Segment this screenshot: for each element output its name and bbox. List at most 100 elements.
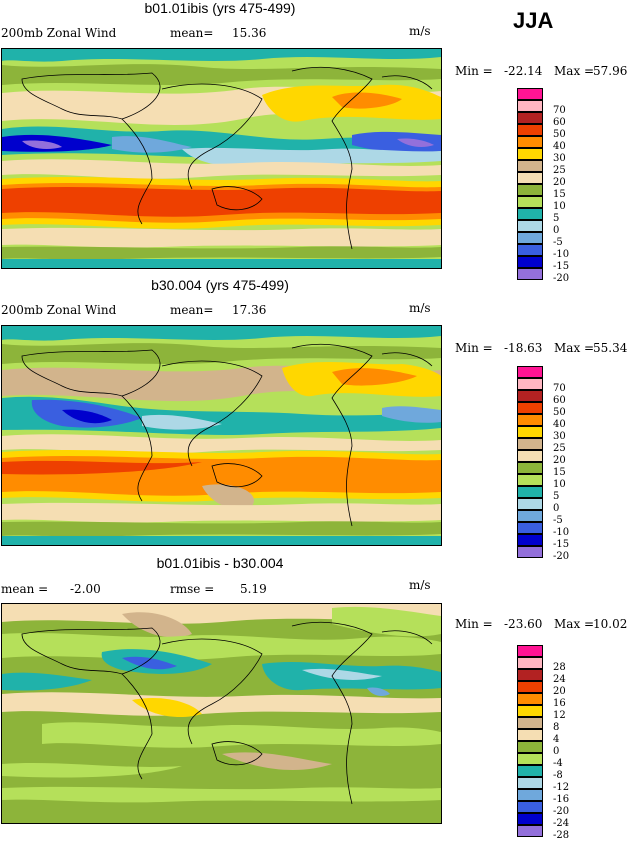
legend-swatch: [517, 534, 543, 546]
legend-swatch: [517, 741, 543, 753]
legend-swatch: [517, 148, 543, 160]
legend-label: 25: [553, 443, 566, 454]
legend-swatch: [517, 184, 543, 196]
panel3-units: m/s: [409, 578, 431, 592]
legend-swatch: [517, 753, 543, 765]
legend-label: -20: [553, 273, 570, 284]
panel2-title: b30.004 (yrs 475-499): [151, 277, 289, 293]
legend-swatch: [517, 124, 543, 136]
legend-label: -10: [553, 527, 570, 538]
legend-label: 5: [553, 213, 560, 224]
legend-swatch: [517, 546, 543, 558]
panel2-units: m/s: [409, 301, 431, 315]
legend-label: 20: [553, 455, 566, 466]
panel3-mean-value: -2.00: [70, 582, 101, 596]
legend-swatch: [517, 160, 543, 172]
season-title: JJA: [513, 8, 554, 33]
legend-swatch: [517, 88, 543, 100]
panel1-units: m/s: [409, 24, 431, 38]
legend-swatch: [517, 378, 543, 390]
panel2-field-label: 200mb Zonal Wind: [1, 303, 117, 317]
legend-swatch: [517, 474, 543, 486]
legend-label: 16: [553, 698, 566, 709]
legend-label: 10: [553, 479, 566, 490]
panel2-min-value: -18.63: [504, 341, 543, 355]
legend-swatch: [517, 196, 543, 208]
panel2-max-label: Max =: [554, 341, 595, 355]
legend-swatch: [517, 777, 543, 789]
legend-label: 60: [553, 117, 566, 128]
legend-label: 8: [553, 722, 560, 733]
legend-swatch: [517, 669, 543, 681]
panel2-max-value: 55.34: [593, 341, 628, 355]
legend-swatch: [517, 244, 543, 256]
panel1-mean-value: 15.36: [232, 26, 267, 40]
legend-label: -20: [553, 551, 570, 562]
legend-label: 20: [553, 177, 566, 188]
legend-swatch: [517, 729, 543, 741]
legend-swatch: [517, 813, 543, 825]
legend-swatch: [517, 232, 543, 244]
panel2-mean-label: mean=: [170, 303, 214, 317]
legend-label: -15: [553, 539, 570, 550]
panel1-title: b01.01ibis (yrs 475-499): [144, 0, 296, 16]
legend-label: 30: [553, 153, 566, 164]
legend-swatch: [517, 366, 543, 378]
legend-label: -20: [553, 806, 570, 817]
legend-label: 15: [553, 189, 566, 200]
panel1-field-label: 200mb Zonal Wind: [1, 26, 117, 40]
panel1-max-value: 57.96: [593, 64, 628, 78]
legend-swatch: [517, 438, 543, 450]
legend-label: -28: [553, 830, 570, 841]
legend-swatch: [517, 657, 543, 669]
legend-label: -8: [553, 770, 563, 781]
legend-swatch: [517, 402, 543, 414]
legend-swatch: [517, 426, 543, 438]
panel2-min-label: Min =: [455, 341, 493, 355]
panel3-min-value: -23.60: [504, 617, 543, 631]
legend-label: -5: [553, 237, 563, 248]
legend-label: -16: [553, 794, 570, 805]
legend-label: -5: [553, 515, 563, 526]
legend-label: 40: [553, 419, 566, 430]
panel2-mean-value: 17.36: [232, 303, 267, 317]
legend-label: 30: [553, 431, 566, 442]
legend-swatch: [517, 208, 543, 220]
legend-swatch: [517, 112, 543, 124]
legend-swatch: [517, 220, 543, 232]
panel2-contour-plot: [2, 326, 441, 545]
panel1-mean-label: mean=: [170, 26, 214, 40]
panel3-min-label: Min =: [455, 617, 493, 631]
legend-swatch: [517, 765, 543, 777]
legend-label: -4: [553, 758, 563, 769]
panel3-mean-label: mean =: [1, 582, 49, 596]
legend-swatch: [517, 486, 543, 498]
legend-label: 4: [553, 734, 560, 745]
legend-label: -12: [553, 782, 570, 793]
panel3-title: b01.01ibis - b30.004: [156, 555, 284, 571]
legend-swatch: [517, 693, 543, 705]
legend-swatch: [517, 522, 543, 534]
legend-label: 60: [553, 395, 566, 406]
legend-label: 5: [553, 491, 560, 502]
legend-swatch: [517, 801, 543, 813]
legend-label: 12: [553, 710, 566, 721]
legend-swatch: [517, 717, 543, 729]
legend-swatch: [517, 136, 543, 148]
legend-label: 28: [553, 662, 566, 673]
legend-swatch: [517, 390, 543, 402]
panel3-max-label: Max =: [554, 617, 595, 631]
legend-label: 10: [553, 201, 566, 212]
panel2-map: [1, 325, 442, 546]
legend-swatch: [517, 450, 543, 462]
panel1-min-label: Min =: [455, 64, 493, 78]
legend-label: 24: [553, 674, 566, 685]
legend-label: 40: [553, 141, 566, 152]
legend-swatch: [517, 256, 543, 268]
panel1-max-label: Max =: [554, 64, 595, 78]
legend-swatch: [517, 414, 543, 426]
legend-swatch: [517, 172, 543, 184]
legend-label: 0: [553, 225, 560, 236]
legend-label: 70: [553, 105, 566, 116]
legend-swatch: [517, 268, 543, 280]
